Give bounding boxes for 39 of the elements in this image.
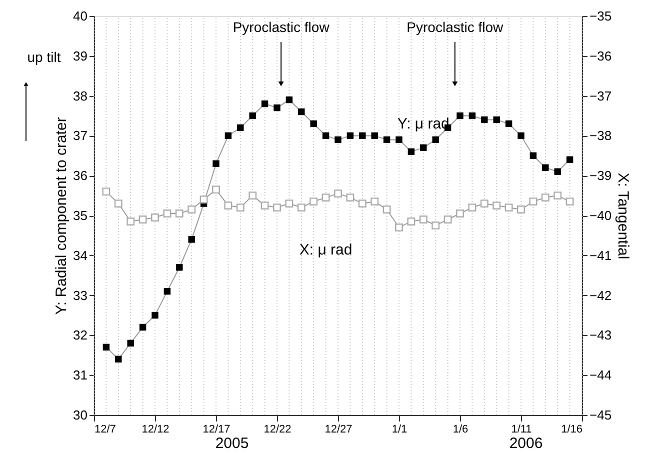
x-tick-label: 12/22 xyxy=(264,424,292,436)
x-tick-label: 12/17 xyxy=(202,424,230,436)
y-tick-label: 40 xyxy=(73,8,88,24)
y2-tick-label: −35 xyxy=(590,8,612,24)
y2-tick-label: −41 xyxy=(590,248,612,263)
y2-tick-label: −39 xyxy=(590,168,612,184)
x-tick-label: 12/27 xyxy=(324,424,352,436)
y-tick-label: 34 xyxy=(73,248,88,263)
annotation: Pyroclastic flow xyxy=(232,19,330,35)
y-tick-label: 39 xyxy=(73,48,88,64)
y-axis-title: Y: Radial component to crater xyxy=(53,117,70,315)
y2-axis-title: X: Tangential xyxy=(614,172,632,260)
y2-tick-label: −45 xyxy=(590,408,612,422)
x-tick-label: 12/12 xyxy=(142,424,170,436)
x-tick-label: 1/11 xyxy=(511,424,532,436)
text: up tilt xyxy=(27,49,61,65)
y2-tick-label: −42 xyxy=(590,288,612,303)
x-tick-label: 1/1 xyxy=(392,424,408,436)
y-tick-label: 32 xyxy=(73,328,88,343)
y-tick-label: 35 xyxy=(73,208,88,223)
y2-tick-label: −38 xyxy=(590,128,612,144)
y-tick-label: 36 xyxy=(73,168,88,184)
text: 2006 xyxy=(509,435,543,452)
y-tick-label: 37 xyxy=(73,128,88,144)
text: X: μ rad xyxy=(299,242,352,259)
y2-tick-label: −36 xyxy=(590,48,612,64)
y-tick-label: 30 xyxy=(73,408,88,422)
y-tick-label: 33 xyxy=(73,288,88,303)
annotation: Pyroclastic flow xyxy=(406,19,504,35)
y-tick-label: 38 xyxy=(73,88,88,104)
y2-tick-label: −43 xyxy=(590,328,612,343)
y2-tick-label: −37 xyxy=(590,88,612,104)
x-tick-label: 1/16 xyxy=(561,424,582,436)
x-tick-label: 1/6 xyxy=(452,424,468,436)
y-tick-label: 31 xyxy=(73,368,88,383)
y2-tick-label: −44 xyxy=(590,368,612,383)
text: 2005 xyxy=(215,435,249,452)
y2-tick-label: −40 xyxy=(590,208,612,223)
x-tick-label: 12/7 xyxy=(94,424,116,436)
